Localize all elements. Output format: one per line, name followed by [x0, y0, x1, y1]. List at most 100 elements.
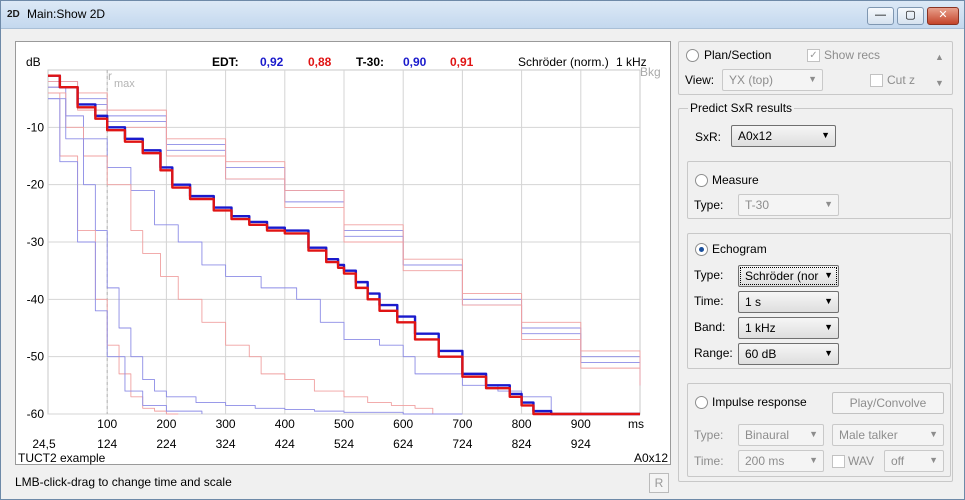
project-label: TUCT2 example — [18, 451, 106, 465]
status-hint: LMB-click-drag to change time and scale — [15, 475, 232, 489]
predict-sxr-group: Predict SxR results SxR: A0x12 ▼ Measure … — [678, 101, 953, 482]
decay-curve-2 — [48, 74, 640, 416]
impulse-type-label: Type: — [694, 428, 724, 442]
time-tick-label: 424 — [275, 437, 295, 451]
talker-select[interactable]: Male talker ▼ — [832, 424, 944, 446]
t30-red-value: 0,91 — [450, 55, 474, 69]
rmax-subscript: max — [114, 78, 135, 90]
time-axis-ticks: 24,5 124 224 324 424 524 624 724 824 924 — [32, 437, 591, 451]
echogram-band-label: Band: — [694, 320, 726, 334]
rmax-label: r — [108, 69, 112, 83]
title-bar[interactable]: 2D Main:Show 2D — ▢ ✕ — [1, 1, 964, 29]
cut-z-label: Cut z — [887, 73, 916, 87]
echogram-range-select[interactable]: 60 dB ▼ — [738, 343, 839, 365]
band-label: 1 kHz — [616, 55, 647, 69]
impulse-time-select[interactable]: 200 ms ▼ — [738, 450, 824, 472]
y-tick-label: -30 — [27, 235, 45, 249]
measure-type-select[interactable]: T-30 ▼ — [738, 194, 839, 216]
edt-label: EDT: — [212, 55, 239, 69]
decay-curve-9 — [48, 98, 463, 415]
impulse-type-select[interactable]: Binaural ▼ — [738, 424, 824, 446]
wav-select[interactable]: off ▼ — [884, 450, 944, 472]
edt-blue-value: 0,92 — [260, 55, 284, 69]
measure-type-label: Type: — [694, 198, 724, 212]
measure-radio[interactable] — [695, 174, 708, 187]
show-recs-checkbox[interactable]: ✓ — [807, 49, 820, 62]
decay-curve-chart[interactable]: -10 -20 -30 -40 -50 -60 100 200 300 400 500 600 700… — [16, 42, 672, 466]
echogram-radio[interactable] — [695, 243, 708, 256]
wav-checkbox[interactable] — [832, 455, 845, 468]
chevron-down-icon: ▼ — [929, 455, 938, 465]
close-button[interactable]: ✕ — [927, 7, 959, 25]
impulse-response-label: Impulse response — [712, 395, 807, 409]
y-tick-label: -40 — [27, 292, 45, 306]
show-recs-label: Show recs — [824, 48, 881, 62]
measure-group: Measure Type: T-30 ▼ — [687, 161, 951, 219]
echogram-group: Echogram Type: Schröder (nor ▼ Time: 1 s ▼… — [687, 233, 951, 369]
time-tick-label: 124 — [97, 437, 117, 451]
echogram-type-label: Type: — [694, 268, 724, 282]
time-tick-label: 24,5 — [32, 437, 56, 451]
impulse-response-radio[interactable] — [695, 396, 708, 409]
window-title: Main:Show 2D — [27, 7, 106, 21]
x-axis-unit: ms — [628, 417, 644, 431]
chevron-down-icon: ▼ — [821, 130, 830, 140]
measure-label: Measure — [712, 173, 759, 187]
predict-group-title: Predict SxR results — [688, 101, 795, 115]
app-icon: 2D — [7, 9, 20, 20]
decay-curve-8 — [48, 92, 434, 414]
time-tick-label: 224 — [156, 437, 176, 451]
impulse-response-group: Impulse response Play/Convolve Type: Bin… — [687, 383, 951, 477]
x-tick-label: 700 — [452, 417, 472, 431]
x-tick-label: 600 — [393, 417, 413, 431]
wav-label: WAV — [848, 454, 874, 468]
decay-curve-5 — [48, 81, 641, 369]
time-tick-label: 924 — [571, 437, 591, 451]
chevron-down-icon: ▼ — [824, 270, 833, 280]
chevron-down-icon: ▼ — [808, 74, 817, 84]
plan-section-label: Plan/Section — [704, 48, 772, 62]
view-select[interactable]: YX (top) ▼ — [722, 69, 823, 91]
time-tick-label: 724 — [452, 437, 472, 451]
bkg-label: Bkg — [640, 65, 661, 79]
sxr-label: SxR: — [695, 130, 722, 144]
sxr-select[interactable]: A0x12 ▼ — [731, 125, 836, 147]
plan-section-radio[interactable] — [686, 49, 699, 62]
scroll-down-icon[interactable]: ▼ — [935, 78, 944, 88]
time-tick-label: 824 — [512, 437, 532, 451]
impulse-time-label: Time: — [694, 454, 724, 468]
y-tick-label: -60 — [27, 407, 45, 421]
echogram-band-select[interactable]: 1 kHz ▼ — [738, 317, 839, 339]
echogram-type-select[interactable]: Schröder (nor ▼ — [738, 265, 839, 287]
x-tick-label: 100 — [97, 417, 117, 431]
y-tick-label: -10 — [27, 120, 45, 134]
t30-label: T-30: — [356, 55, 384, 69]
reset-button[interactable]: R — [649, 473, 669, 493]
maximize-button[interactable]: ▢ — [897, 7, 924, 25]
scroll-up-icon[interactable]: ▲ — [935, 52, 944, 62]
chevron-down-icon: ▼ — [809, 429, 818, 439]
y-tick-label: -50 — [27, 350, 45, 364]
x-tick-label: 500 — [334, 417, 354, 431]
chevron-down-icon: ▼ — [824, 199, 833, 209]
minimize-button[interactable]: — — [867, 7, 894, 25]
receiver-label: A0x12 — [634, 451, 668, 465]
echogram-label: Echogram — [712, 242, 767, 256]
play-convolve-button[interactable]: Play/Convolve — [832, 392, 944, 414]
t30-blue-value: 0,90 — [403, 55, 427, 69]
decay-curve-1 — [48, 74, 640, 416]
echogram-range-label: Range: — [694, 346, 733, 360]
time-tick-label: 624 — [393, 437, 413, 451]
chevron-down-icon: ▼ — [809, 455, 818, 465]
echogram-time-select[interactable]: 1 s ▼ — [738, 291, 839, 313]
decay-curve-7 — [48, 86, 552, 414]
cut-z-checkbox[interactable] — [870, 74, 883, 87]
chevron-down-icon: ▼ — [824, 322, 833, 332]
echogram-plot[interactable]: -10 -20 -30 -40 -50 -60 100 200 300 400 500 600 700… — [15, 41, 671, 465]
edt-red-value: 0,88 — [308, 55, 332, 69]
echogram-time-label: Time: — [694, 294, 724, 308]
y-tick-label: -20 — [27, 178, 45, 192]
time-tick-label: 524 — [334, 437, 354, 451]
x-tick-label: 300 — [216, 417, 236, 431]
